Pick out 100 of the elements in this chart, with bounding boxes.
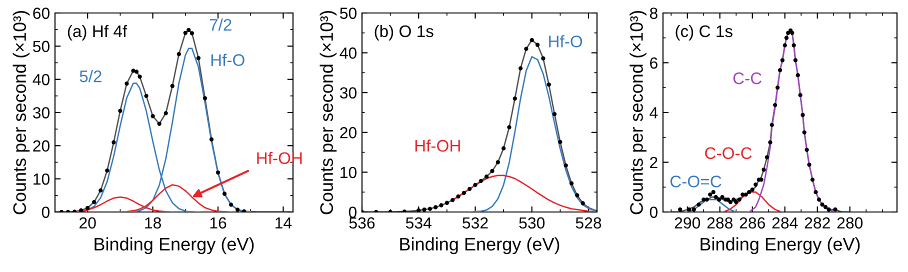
x-tick-label: 284 <box>772 217 798 229</box>
point <box>696 202 701 207</box>
point <box>186 28 191 32</box>
point <box>118 108 122 113</box>
point <box>235 208 240 212</box>
point <box>496 160 500 164</box>
point <box>704 197 709 202</box>
text: (b) O 1s <box>374 24 434 40</box>
point <box>737 197 742 202</box>
point <box>720 194 724 200</box>
point <box>564 163 568 168</box>
annotation: Hf-O <box>211 54 244 66</box>
x-tick-label: 530 <box>519 217 545 229</box>
annotation: Hf-O <box>549 35 582 48</box>
point <box>692 207 696 212</box>
point <box>157 122 162 126</box>
point <box>744 192 748 197</box>
point <box>79 208 84 212</box>
point <box>804 148 809 152</box>
point <box>793 58 798 62</box>
point <box>823 204 828 210</box>
point <box>780 58 785 62</box>
point <box>222 192 227 196</box>
point <box>524 46 528 51</box>
point <box>183 30 188 35</box>
point <box>170 84 174 88</box>
point <box>810 178 815 182</box>
point <box>144 94 148 98</box>
point <box>98 188 103 193</box>
y-tick-label: 40 <box>340 47 357 59</box>
y-tick-label: 6 <box>650 57 658 69</box>
y-tick-label: 30 <box>340 87 357 99</box>
point <box>754 182 758 187</box>
y-tick-label: 10 <box>34 173 50 185</box>
point <box>798 93 802 98</box>
y-tick-label: 0 <box>42 206 50 218</box>
x-tick-label: 282 <box>804 217 830 229</box>
point <box>800 112 805 118</box>
point <box>112 140 116 144</box>
point <box>456 194 460 199</box>
y-tick-label: 20 <box>340 127 357 138</box>
point <box>530 38 534 42</box>
point <box>711 190 716 194</box>
point <box>134 70 139 74</box>
point <box>569 181 574 186</box>
point <box>242 209 246 212</box>
x-tick-label: 16 <box>210 217 226 229</box>
point <box>734 200 738 204</box>
x-tick-label: 20 <box>80 217 96 229</box>
point <box>462 190 466 195</box>
y-tick-label: 8 <box>650 8 658 19</box>
y-tick-label: 50 <box>33 40 50 52</box>
y-tick-label: 60 <box>33 8 50 19</box>
y-tick-label: 20 <box>33 140 50 152</box>
point <box>546 82 551 87</box>
y-tick-label: 0 <box>650 206 658 218</box>
point <box>202 96 208 100</box>
x-tick-label: 290 <box>674 217 700 229</box>
point <box>750 188 754 192</box>
x-axis-title: Binding Energy (eV) <box>94 237 254 254</box>
point <box>490 168 494 174</box>
point <box>484 174 489 179</box>
point <box>558 140 562 144</box>
point <box>770 122 774 128</box>
y-axis-title: Counts per second (×10³) <box>320 10 337 214</box>
line-series <box>468 56 595 212</box>
point <box>92 200 96 204</box>
annotation: C-O-C <box>705 147 752 160</box>
y-tick-label: 50 <box>340 8 357 19</box>
x-tick-label: 18 <box>145 217 161 229</box>
x-axis-title: Binding Energy (eV) <box>700 237 860 254</box>
point <box>773 102 778 108</box>
point <box>478 178 483 184</box>
point <box>826 207 831 212</box>
point <box>575 193 580 198</box>
y-tick-label: 40 <box>32 74 50 86</box>
point <box>124 82 129 86</box>
x-tick-label: 286 <box>740 217 765 229</box>
point <box>784 36 789 40</box>
point <box>190 31 194 36</box>
point <box>833 207 838 212</box>
point <box>762 168 766 172</box>
point <box>535 42 540 47</box>
x-tick-label: 536 <box>349 217 375 229</box>
point <box>209 137 214 142</box>
point <box>164 111 168 116</box>
point <box>580 201 585 206</box>
x-tick-label: 288 <box>707 217 733 229</box>
point <box>518 66 523 70</box>
point <box>473 182 478 188</box>
x-axis-title: Binding Energy (eV) <box>400 237 560 254</box>
point <box>468 186 472 191</box>
x-tick-label: 280 <box>837 217 863 229</box>
point <box>747 190 752 194</box>
point <box>552 112 557 116</box>
point <box>434 205 438 210</box>
point <box>728 200 733 204</box>
annotation: 5/2 <box>80 70 102 82</box>
point <box>450 198 455 202</box>
point <box>501 146 506 150</box>
